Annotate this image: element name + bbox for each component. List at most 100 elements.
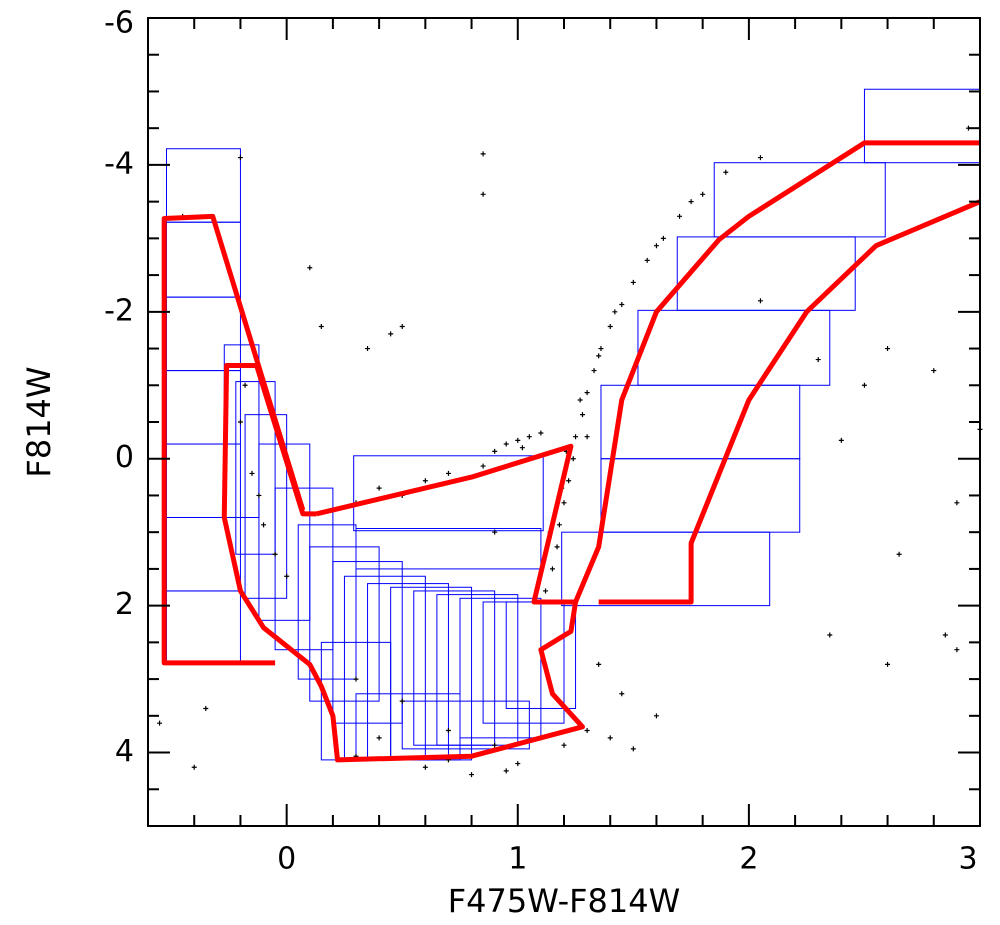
plot-area: [157, 88, 983, 778]
star-point: [570, 456, 576, 462]
bin-box: [343, 575, 426, 761]
y-tick-label: 4: [115, 734, 134, 769]
star-point: [573, 434, 579, 440]
star-point: [480, 191, 486, 197]
star-point: [688, 199, 694, 205]
x-tick-label: 3: [958, 842, 977, 877]
star-point: [242, 382, 248, 388]
star-point: [607, 735, 613, 741]
star-point: [660, 235, 666, 241]
star-point: [942, 632, 948, 638]
selection-outline: [573, 140, 980, 603]
bin-box: [165, 590, 241, 665]
bin-box: [863, 88, 981, 164]
star-point: [598, 346, 604, 352]
star-point: [885, 346, 891, 352]
y-tick-label: -4: [104, 146, 134, 181]
bin-box: [355, 693, 461, 761]
star-point: [365, 346, 371, 352]
star-point: [469, 772, 475, 778]
selection-outline: [221, 362, 585, 763]
star-point: [307, 265, 313, 271]
bin-box: [367, 583, 449, 761]
star-point: [445, 470, 451, 476]
bin-box: [355, 528, 542, 570]
bin-box: [676, 236, 856, 311]
star-point: [630, 746, 636, 752]
star-point: [492, 742, 498, 748]
star-point: [653, 713, 659, 719]
bin-box: [390, 586, 473, 761]
star-point: [157, 720, 163, 726]
star-point: [612, 309, 618, 315]
star-point: [203, 705, 209, 711]
star-point: [503, 441, 509, 447]
selection-outline: [161, 213, 306, 666]
star-point: [596, 661, 602, 667]
x-tick-label: 2: [739, 842, 758, 877]
selection-outline: [598, 199, 981, 605]
star-point: [757, 155, 763, 161]
star-point: [249, 470, 255, 476]
y-tick-label: -2: [104, 293, 134, 328]
bin-box: [600, 384, 801, 460]
star-point: [237, 419, 243, 425]
bin-box: [165, 148, 241, 223]
star-point: [630, 279, 636, 285]
star-point: [619, 301, 625, 307]
star-point: [584, 434, 590, 440]
star-point: [376, 735, 382, 741]
star-point: [422, 764, 428, 770]
y-tick-label: 2: [115, 587, 134, 622]
star-point: [577, 397, 583, 403]
star-point: [388, 331, 394, 337]
star-point: [492, 448, 498, 454]
star-point: [591, 368, 597, 374]
star-point: [827, 632, 833, 638]
star-point: [515, 437, 521, 443]
star-point: [526, 434, 532, 440]
star-point: [284, 573, 290, 579]
bin-box: [353, 455, 544, 532]
bin-box: [401, 700, 530, 750]
bin-box: [436, 594, 519, 746]
star-point: [376, 485, 382, 491]
x-tick-label: 0: [277, 842, 296, 877]
bin-box: [165, 443, 241, 518]
star-point: [931, 368, 937, 374]
bin-box: [561, 531, 771, 607]
star-point: [191, 764, 197, 770]
star-point: [549, 566, 555, 572]
bin-box: [165, 516, 241, 592]
star-point: [561, 500, 567, 506]
bin-box: [165, 296, 241, 372]
star-point: [584, 728, 590, 734]
star-point: [566, 478, 572, 484]
star-point: [272, 551, 278, 557]
star-point: [353, 676, 359, 682]
y-tick-label: 0: [115, 440, 134, 475]
star-point: [838, 437, 844, 443]
star-point: [723, 169, 729, 175]
x-tick-label: 1: [508, 842, 527, 877]
bin-box: [482, 601, 565, 724]
star-point: [480, 151, 486, 157]
star-point: [619, 691, 625, 697]
star-point: [815, 357, 821, 363]
y-tick-label: -6: [104, 6, 134, 41]
star-point: [677, 213, 683, 219]
star-point: [538, 430, 544, 436]
star-point: [653, 243, 659, 249]
star-point: [503, 768, 509, 774]
y-axis-label: F814W: [20, 366, 58, 477]
star-point: [579, 412, 585, 418]
star-point: [757, 298, 763, 304]
star-point: [861, 382, 867, 388]
star-point: [556, 522, 562, 528]
star-point: [422, 478, 428, 484]
bin-box: [244, 414, 288, 599]
star-point: [515, 761, 521, 767]
star-point: [885, 661, 891, 667]
